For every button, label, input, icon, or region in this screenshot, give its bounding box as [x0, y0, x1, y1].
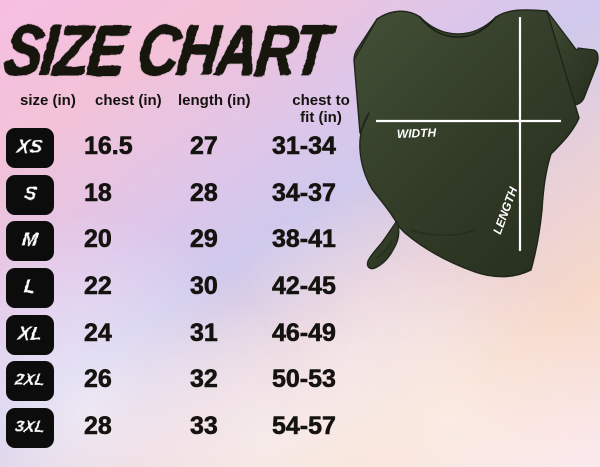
- svg-text:WIDTH: WIDTH: [397, 126, 437, 141]
